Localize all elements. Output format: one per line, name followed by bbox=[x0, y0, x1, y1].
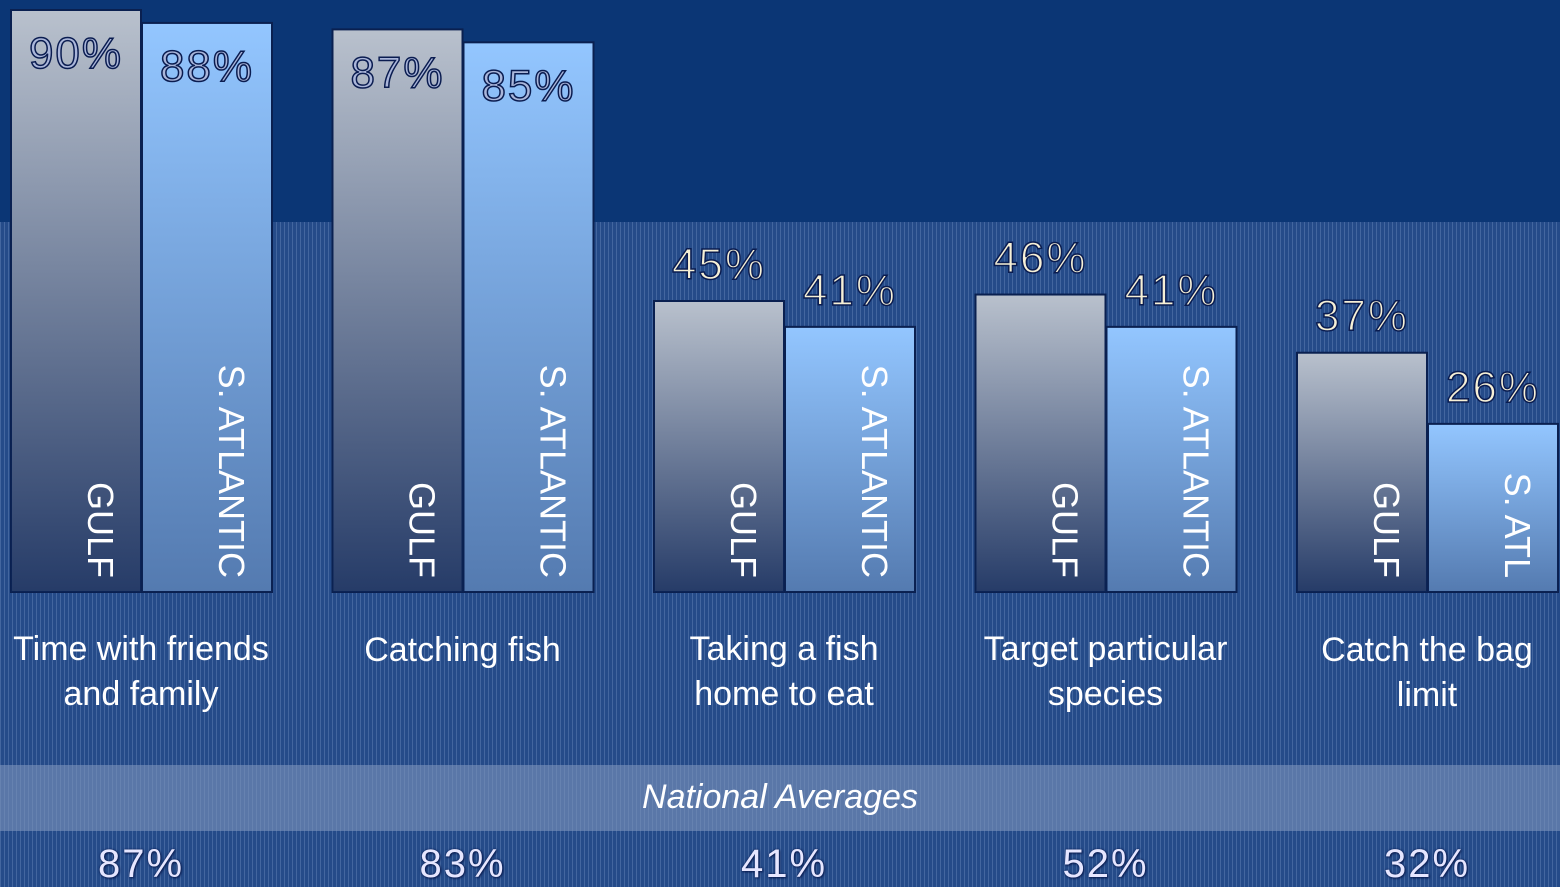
bar-label: GULF bbox=[1045, 482, 1086, 578]
value-label: 87% bbox=[350, 48, 444, 97]
bar-shade bbox=[975, 294, 1106, 592]
bar-label: S. ATLANTIC bbox=[854, 365, 895, 578]
bar-shade bbox=[1106, 326, 1237, 592]
averages-band bbox=[0, 765, 1560, 831]
bar-label: S. ATL bbox=[1497, 473, 1538, 578]
national-average: 32% bbox=[1383, 842, 1471, 886]
value-label: 90% bbox=[29, 29, 123, 78]
bar-label: GULF bbox=[723, 482, 764, 578]
bar-label: GULF bbox=[402, 482, 443, 578]
national-average: 87% bbox=[97, 842, 185, 886]
value-label: 46% bbox=[993, 234, 1087, 283]
category-label: Taking a fish home to eat bbox=[689, 630, 879, 713]
bar-shade bbox=[1297, 352, 1427, 592]
value-label: 85% bbox=[481, 61, 575, 110]
value-label: 88% bbox=[160, 42, 254, 91]
bar-shade bbox=[11, 10, 141, 592]
value-label: 26% bbox=[1446, 363, 1540, 412]
value-label: 41% bbox=[803, 266, 897, 315]
bar-shade bbox=[785, 326, 915, 592]
bar-label: GULF bbox=[80, 482, 121, 578]
value-label: 37% bbox=[1315, 292, 1409, 341]
category-label: Catch the bag limit bbox=[1321, 631, 1533, 714]
national-average: 41% bbox=[740, 842, 828, 886]
bar-shade bbox=[654, 301, 784, 592]
bar-label: S. ATLANTIC bbox=[533, 365, 574, 578]
bar-shade bbox=[332, 29, 463, 592]
bar-label: S. ATLANTIC bbox=[211, 365, 252, 578]
category-label: Catching fish bbox=[364, 631, 561, 669]
bar-shade bbox=[142, 22, 272, 592]
bar-shade bbox=[1428, 423, 1558, 592]
category-label: Time with friends and family bbox=[13, 630, 269, 713]
value-label: 45% bbox=[672, 240, 766, 289]
value-label: 41% bbox=[1124, 266, 1218, 315]
averages-title: National Averages bbox=[642, 778, 918, 816]
national-average: 52% bbox=[1062, 842, 1149, 886]
bar-label: S. ATLANTIC bbox=[1176, 365, 1217, 578]
category-label: Target particular species bbox=[983, 630, 1228, 713]
bar-shade bbox=[463, 42, 594, 593]
national-average: 83% bbox=[419, 842, 506, 886]
bar-label: GULF bbox=[1366, 482, 1407, 578]
